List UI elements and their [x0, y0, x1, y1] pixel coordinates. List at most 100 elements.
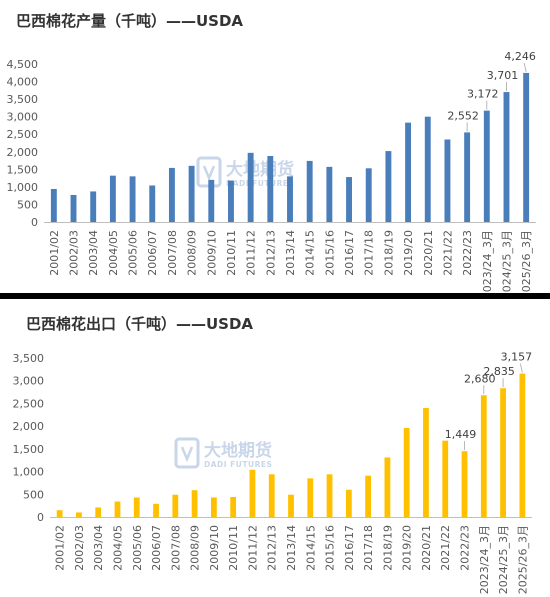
- x-tick-label: 2018/19: [382, 230, 395, 276]
- export-bar: [210, 497, 217, 517]
- production-bar: [267, 155, 274, 222]
- export-data-label: 3,157: [501, 351, 533, 364]
- watermark-subtext: DADI FUTURES: [204, 460, 272, 469]
- panel-divider: [0, 293, 550, 299]
- x-tick-label: 2013/14: [284, 230, 297, 276]
- export-bar: [403, 427, 410, 517]
- x-tick-label: 2024/25_3月: [500, 230, 513, 293]
- export-bar: [442, 440, 449, 517]
- x-tick-label: 2008/09: [189, 525, 202, 571]
- x-tick-label: 2019/20: [402, 230, 415, 276]
- x-tick-label: 2007/08: [166, 230, 179, 276]
- x-tick-label: 2010/11: [225, 230, 238, 276]
- export-chart-panel: 巴西棉花出口（千吨）——USDA 大地期货 DADI FUTURES 0 500 1,0…: [0, 299, 550, 597]
- export-bar: [268, 474, 275, 517]
- x-tick-label: 2012/13: [266, 525, 279, 571]
- x-tick-label: 2004/05: [107, 230, 120, 276]
- x-tick-label: 2014/15: [304, 525, 317, 571]
- export-bar: [384, 457, 391, 517]
- export-bar: [345, 489, 352, 517]
- export-bar: [288, 494, 294, 517]
- x-tick-label: 2005/06: [127, 230, 140, 276]
- x-tick-label: 2001/02: [48, 230, 61, 276]
- export-bar: [153, 503, 159, 517]
- production-bar: [50, 188, 57, 222]
- production-bar: [405, 122, 412, 222]
- production-bar: [365, 168, 372, 222]
- export-bar: [365, 475, 372, 517]
- x-tick-label: 2018/19: [381, 525, 394, 571]
- x-tick-label: 2006/07: [150, 525, 163, 571]
- x-tick-label: 2015/16: [323, 230, 336, 276]
- production-bar: [385, 151, 392, 222]
- y-tick-label: 3,500: [13, 352, 45, 365]
- export-data-label-leader: [519, 363, 523, 373]
- export-data-label: 2,680: [464, 372, 496, 385]
- export-bar: [191, 490, 198, 517]
- export-bar: [133, 497, 140, 517]
- watermark-subtext: DADI FUTURES: [226, 179, 294, 188]
- export-bar: [56, 510, 63, 517]
- watermark-logo-icon: [174, 437, 200, 469]
- x-tick-label: 2024/25_3月: [497, 525, 510, 594]
- y-tick-label: 0: [37, 511, 44, 524]
- production-bar: [188, 165, 195, 222]
- x-tick-label: 2021/22: [439, 525, 452, 571]
- production-bar: [523, 72, 530, 223]
- watermark-logo-mark: [202, 165, 216, 182]
- x-tick-label: 2025/26_3月: [516, 525, 529, 594]
- production-chart-panel: 巴西棉花产量（千吨）——USDA 大地期货 DADI FUTURES 0 500 1,0…: [0, 0, 550, 293]
- production-data-label: 4,246: [504, 50, 536, 63]
- production-data-label: 3,172: [467, 88, 499, 101]
- production-bar: [444, 139, 451, 222]
- x-tick-label: 2016/17: [343, 525, 356, 571]
- export-bar: [95, 507, 102, 517]
- x-tick-label: 2022/23: [461, 230, 474, 276]
- x-tick-label: 2013/14: [285, 525, 298, 571]
- x-tick-label: 2014/15: [304, 230, 317, 276]
- export-bar: [172, 494, 179, 517]
- x-tick-label: 2006/07: [146, 230, 159, 276]
- x-tick-label: 2020/21: [420, 525, 433, 571]
- export-data-label: 1,449: [445, 428, 477, 441]
- x-tick-label: 2011/12: [245, 230, 258, 276]
- y-tick-label: 3,500: [7, 93, 39, 106]
- x-tick-label: 2019/20: [401, 525, 414, 571]
- production-bar: [306, 160, 313, 222]
- x-tick-label: 2015/16: [324, 525, 337, 571]
- x-tick-label: 2009/10: [208, 525, 221, 571]
- x-tick-label: 2023/24_3月: [478, 525, 491, 594]
- y-tick-label: 1,000: [7, 181, 39, 194]
- production-bar: [149, 185, 156, 222]
- x-tick-label: 2003/04: [87, 230, 100, 276]
- x-tick-label: 2008/09: [186, 230, 199, 276]
- export-bar: [480, 395, 487, 517]
- x-tick-label: 2022/23: [459, 525, 472, 571]
- x-tick-label: 2020/21: [422, 230, 435, 276]
- export-chart-title: 巴西棉花出口（千吨）——USDA: [26, 315, 254, 333]
- y-tick-label: 2,000: [13, 420, 45, 433]
- x-tick-label: 2001/02: [54, 525, 67, 571]
- production-bar: [70, 194, 77, 222]
- export-bar: [76, 512, 82, 517]
- x-tick-label: 2017/18: [362, 525, 375, 571]
- production-bar: [247, 152, 254, 222]
- production-bar: [346, 177, 352, 222]
- y-tick-label: 3,000: [13, 375, 45, 388]
- production-bar: [168, 167, 175, 222]
- y-tick-label: 1,500: [7, 163, 39, 176]
- x-tick-label: 2005/06: [131, 525, 144, 571]
- production-bar: [464, 132, 471, 222]
- x-tick-label: 2025/26_3月: [520, 230, 533, 293]
- watermark-text: 大地期货: [204, 440, 272, 461]
- x-tick-label: 2002/03: [68, 230, 81, 276]
- x-tick-label: 2010/11: [227, 525, 240, 571]
- export-bar: [519, 373, 526, 517]
- x-tick-label: 2002/03: [73, 525, 86, 571]
- export-bar: [307, 478, 314, 517]
- production-bar: [287, 176, 293, 222]
